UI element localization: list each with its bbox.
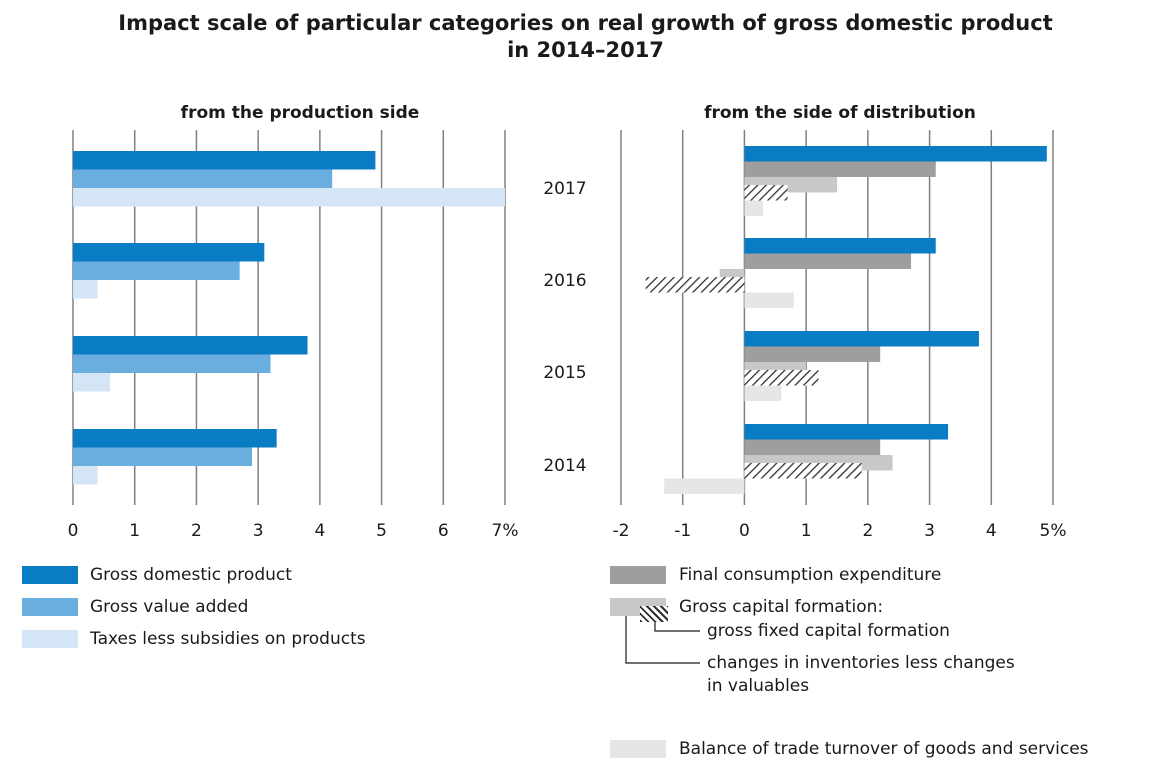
x-tick-label: 3 [924, 521, 935, 541]
legend-label-inventories-1: changes in inventories less changes [707, 653, 1015, 673]
bar-gdp [744, 238, 936, 254]
bar-final-consumption [744, 439, 881, 455]
bar-gross-fixed-capital [744, 463, 862, 479]
x-tick-label: 6 [438, 521, 449, 541]
x-tick-label: 0 [739, 521, 750, 541]
chart-title-line1: Impact scale of particular categories on… [118, 11, 1053, 35]
bar-gdp [73, 336, 308, 355]
x-tick-label: 1 [129, 521, 140, 541]
bar-trade-balance [744, 200, 763, 216]
x-tick-label: 2 [862, 521, 873, 541]
bar-gva [73, 447, 252, 466]
x-tick-label: 4 [986, 521, 997, 541]
year-label: 2015 [543, 363, 586, 383]
bar-taxes [73, 188, 505, 207]
x-tick-label: 5% [1040, 521, 1067, 541]
legend-swatch-taxes [22, 630, 78, 648]
x-tick-label: 0 [68, 521, 79, 541]
bar-trade-balance [744, 292, 794, 308]
bar-taxes [73, 466, 98, 485]
panel-title: from the side of distribution [704, 103, 976, 123]
bar-gva [73, 261, 240, 280]
chart-title: Impact scale of particular categories on… [0, 10, 1171, 64]
legend-swatch-gdp [22, 566, 78, 584]
legend-label-gdp: Gross domestic product [90, 565, 292, 585]
bar-gva [73, 354, 271, 373]
year-labels: 2017 2016 2015 2014 [543, 179, 586, 476]
bar-final-consumption [744, 253, 912, 269]
legend-label-gross-capital: Gross capital formation: [679, 597, 884, 617]
bar-trade-balance [744, 385, 782, 401]
x-tick-label: 1 [801, 521, 812, 541]
x-tick-label: 7% [492, 521, 519, 541]
bar-gdp [744, 331, 979, 347]
bar-taxes [73, 373, 111, 392]
x-tick-label: 4 [314, 521, 325, 541]
legend-label-inventories-2: in valuables [707, 676, 810, 696]
bar-gdp [73, 429, 277, 448]
bar-taxes [73, 280, 98, 299]
bar-final-consumption [744, 161, 936, 177]
legend-label-trade-balance: Balance of trade turnover of goods and s… [679, 739, 1089, 759]
legend-swatch-trade-balance [610, 740, 666, 758]
legend-label-gva: Gross value added [90, 597, 249, 617]
year-label: 2016 [543, 271, 586, 291]
bar-gdp [73, 243, 265, 262]
bar-gdp [744, 146, 1047, 162]
x-tick-label: -2 [613, 521, 630, 541]
production-side-chart: 0 1 2 3 4 5 6 7% from the production side [68, 103, 519, 541]
x-tick-label: -1 [674, 521, 691, 541]
x-tick-label: 3 [253, 521, 264, 541]
bar-gross-fixed-capital [744, 185, 788, 201]
x-tick-label: 2 [191, 521, 202, 541]
distribution-side-chart: -2 -1 0 1 2 3 4 5% from the side of distribution [613, 103, 1067, 541]
legend-swatch-gva [22, 598, 78, 616]
chart-title-line2: in 2014–2017 [507, 38, 664, 62]
panel-title: from the production side [181, 103, 420, 123]
legend-label-gfcf: gross fixed capital formation [707, 621, 950, 641]
x-tick-label: 5 [376, 521, 387, 541]
legend-swatch-gfcf [640, 606, 668, 622]
year-label: 2014 [543, 456, 586, 476]
bar-final-consumption [744, 346, 881, 362]
legend-swatch-final-consumption [610, 566, 666, 584]
year-label: 2017 [543, 179, 586, 199]
legend-label-final-consumption: Final consumption expenditure [679, 565, 942, 585]
bar-trade-balance [664, 478, 745, 494]
bar-gross-fixed-capital [744, 370, 819, 386]
legend-label-taxes: Taxes less subsidies on products [90, 629, 366, 649]
bar-gdp [73, 151, 376, 170]
bar-gdp [744, 424, 949, 440]
bar-gross-fixed-capital [645, 277, 745, 293]
bar-gva [73, 169, 333, 188]
